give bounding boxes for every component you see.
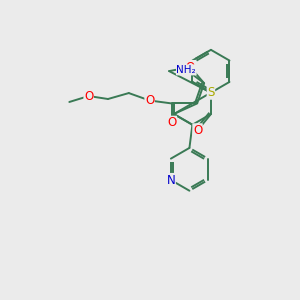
Text: O: O <box>185 61 195 74</box>
Text: O: O <box>84 89 93 103</box>
Text: O: O <box>145 94 154 107</box>
Text: O: O <box>167 116 176 129</box>
Text: O: O <box>193 124 202 137</box>
Text: N: N <box>167 173 175 187</box>
Text: NH₂: NH₂ <box>176 65 196 75</box>
Text: S: S <box>207 86 214 99</box>
